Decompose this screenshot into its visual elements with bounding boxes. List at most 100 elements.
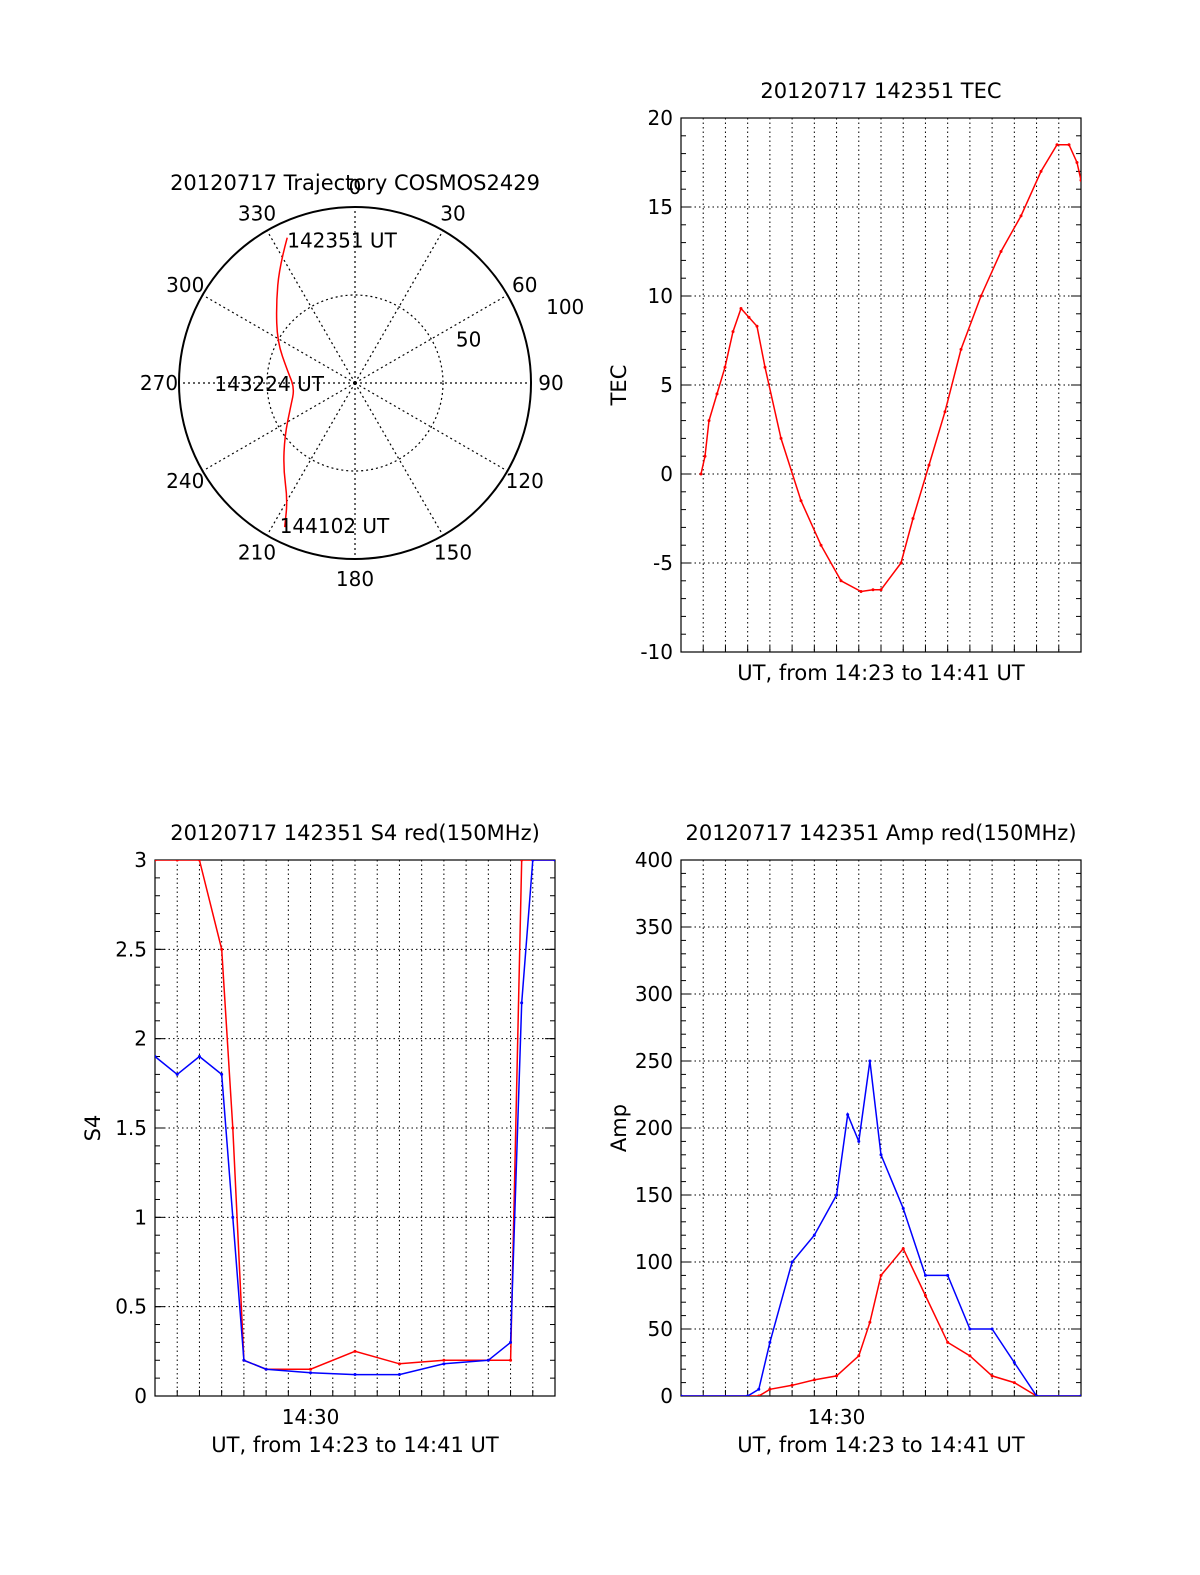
data-point [899, 561, 903, 565]
azimuth-label: 330 [238, 201, 276, 225]
y-tick-label: 50 [648, 1317, 673, 1341]
data-point [901, 1206, 905, 1210]
data-point [946, 1273, 950, 1277]
data-point [1055, 143, 1059, 147]
data-point [1035, 1394, 1039, 1396]
azimuth-label: 90 [538, 371, 563, 395]
data-point [175, 860, 179, 862]
azimuth-label: 150 [434, 541, 472, 565]
y-tick-label: 150 [635, 1183, 673, 1207]
x-axis-label: UT, from 14:23 to 14:41 UT [737, 1433, 1025, 1457]
data-point [879, 1153, 883, 1157]
y-tick-label: 250 [635, 1049, 673, 1073]
data-point [1019, 214, 1023, 218]
data-point [747, 315, 751, 319]
chart-title: 20120717 142351 TEC [760, 79, 1001, 103]
data-point [553, 860, 555, 862]
data-point [901, 1247, 905, 1251]
data-point [231, 1215, 235, 1219]
data-point [790, 1260, 794, 1264]
trajectory-annotation: 144102 UT [280, 514, 390, 538]
data-point [264, 1367, 268, 1371]
azimuth-label: 60 [512, 273, 537, 297]
data-point [990, 1374, 994, 1378]
data-point [309, 1367, 313, 1371]
y-tick-label: 20 [648, 106, 673, 130]
data-point [509, 1358, 513, 1362]
azimuth-label: 270 [140, 371, 178, 395]
radial-label: 50 [456, 328, 481, 352]
data-point [231, 1126, 235, 1130]
data-point [819, 543, 823, 547]
data-point [979, 294, 983, 298]
y-tick-label: 400 [635, 848, 673, 872]
chart-title: 20120717 142351 Amp red(150MHz) [685, 821, 1076, 845]
polar-spoke [354, 382, 508, 472]
data-point [1079, 1394, 1081, 1396]
y-tick-label: 2 [134, 1027, 147, 1051]
data-point [835, 1193, 839, 1197]
polar-spoke [354, 382, 444, 536]
azimuth-label: 300 [166, 273, 204, 297]
data-point [868, 1059, 872, 1063]
data-point [681, 1394, 683, 1396]
y-axis-label: Amp [607, 1104, 631, 1152]
data-point [968, 1327, 972, 1331]
data-point [768, 1387, 772, 1391]
data-point [835, 1374, 839, 1378]
data-point [353, 1373, 357, 1377]
y-tick-label: 0 [660, 462, 673, 486]
data-point [397, 1362, 401, 1366]
x-axis-label: UT, from 14:23 to 14:41 UT [211, 1433, 499, 1457]
data-point [703, 454, 707, 458]
azimuth-label: 210 [238, 541, 276, 565]
data-point [923, 1273, 927, 1277]
data-point [757, 1387, 761, 1391]
y-tick-label: 0 [134, 1384, 147, 1408]
data-point [715, 392, 719, 396]
y-tick-label: 15 [648, 195, 673, 219]
data-point [857, 1354, 861, 1358]
data-point [220, 947, 224, 951]
polar-spoke [266, 382, 356, 536]
y-tick-label: 0 [660, 1384, 673, 1408]
data-point [839, 579, 843, 583]
data-point [197, 860, 201, 862]
data-point [923, 1294, 927, 1297]
data-point [968, 1354, 972, 1358]
x-tick-label: 14:30 [282, 1405, 340, 1429]
data-point [739, 306, 743, 310]
data-point [197, 1055, 201, 1059]
chart-title: 20120717 142351 S4 red(150MHz) [170, 821, 540, 845]
trajectory-annotation: 143224 UT [214, 372, 324, 396]
data-point [999, 250, 1003, 253]
data-point [812, 1233, 816, 1237]
series-line-blue [681, 1060, 1081, 1396]
azimuth-label: 240 [166, 469, 204, 493]
data-point [871, 588, 875, 592]
plot-frame [680, 859, 1082, 1397]
polar-spoke [354, 230, 444, 384]
data-point [731, 330, 735, 334]
y-tick-label: 200 [635, 1116, 673, 1140]
polar-spoke [202, 294, 356, 384]
azimuth-label: 30 [440, 201, 465, 225]
data-point [1039, 169, 1043, 173]
data-point [857, 1139, 861, 1143]
data-point [397, 1373, 401, 1377]
data-point [1067, 143, 1071, 147]
data-point [1012, 1361, 1016, 1364]
data-point [943, 410, 947, 414]
data-point [812, 1378, 816, 1382]
x-tick-label: 14:30 [808, 1405, 866, 1429]
data-point [486, 1358, 490, 1362]
y-tick-label: 300 [635, 982, 673, 1006]
data-point [755, 324, 759, 328]
data-point [520, 860, 524, 862]
data-point [520, 1001, 524, 1005]
data-point [442, 1358, 446, 1362]
data-point [155, 1055, 157, 1059]
data-point [790, 1383, 794, 1387]
